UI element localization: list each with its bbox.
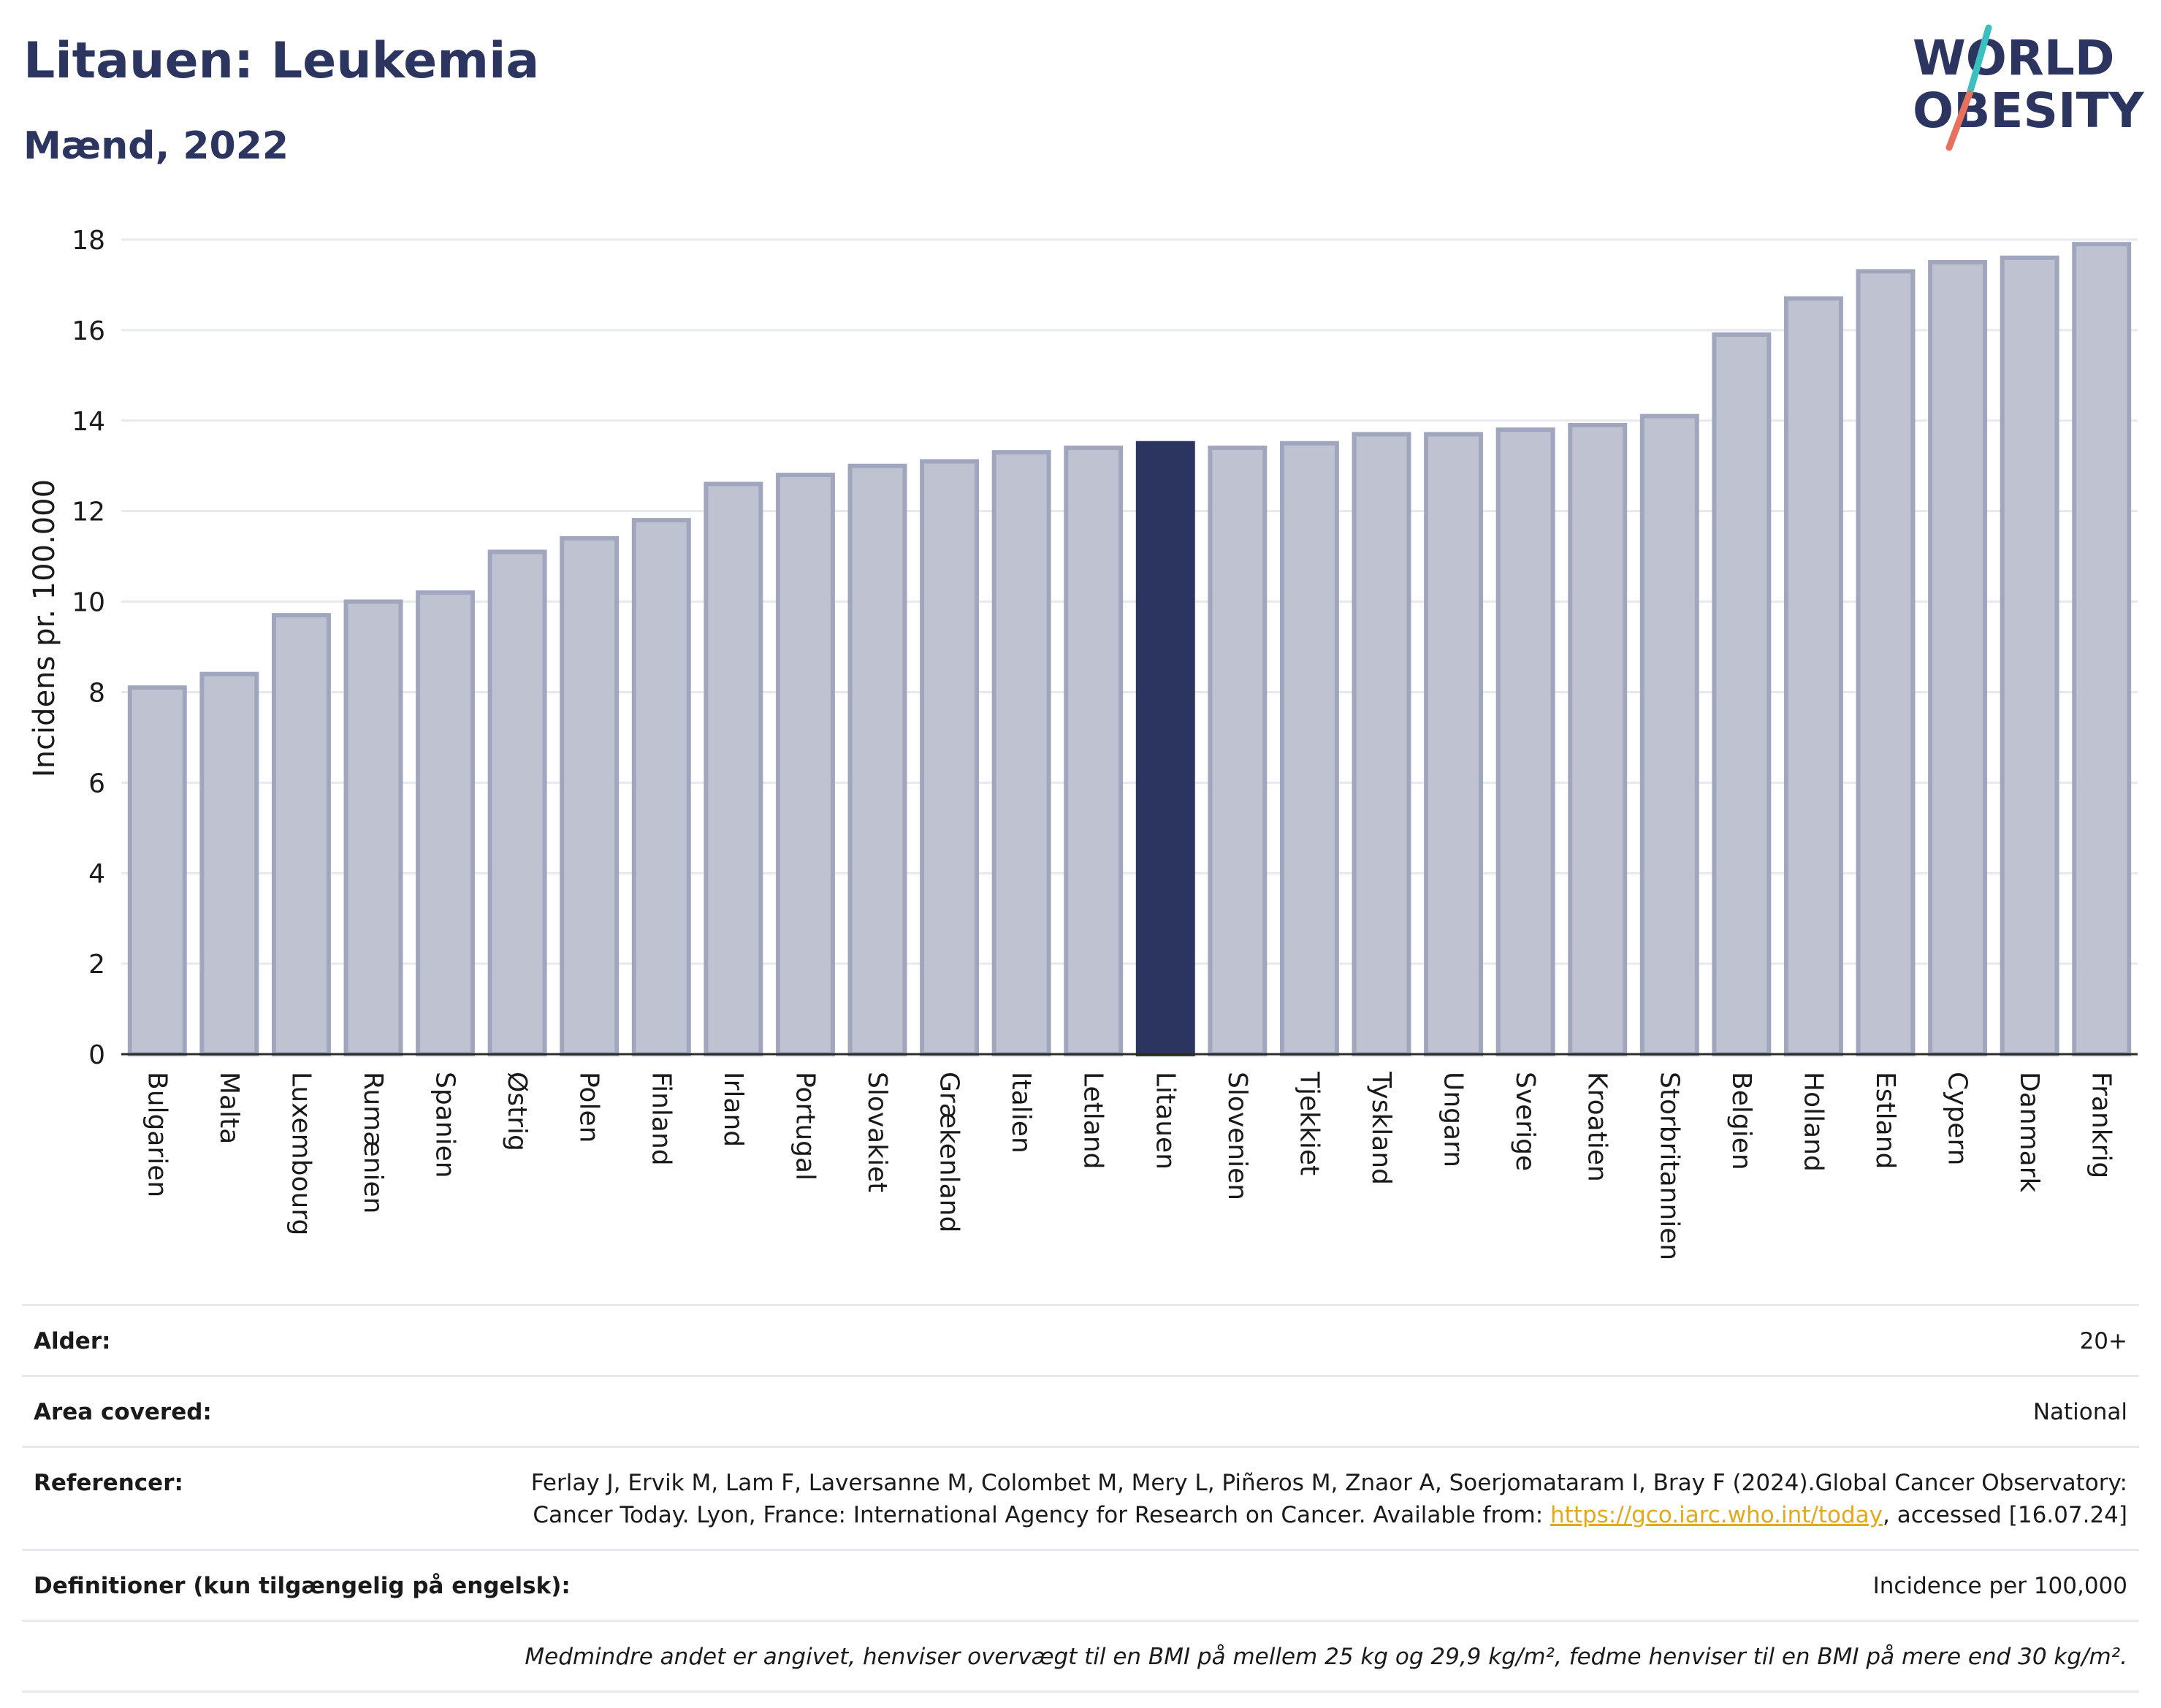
bar-tjekkiet[interactable] (1279, 441, 1339, 1056)
bar-irland[interactable] (704, 481, 763, 1056)
y-tick-label: 4 (88, 859, 105, 889)
footnote: Medmindre andet er angivet, henviser ove… (525, 1644, 2127, 1670)
bar-estland[interactable] (1856, 269, 1916, 1057)
info-row-definitions: Definitioner (kun tilgængelig på engelsk… (22, 1549, 2139, 1620)
x-tick-label: Tyskland (1366, 1071, 1396, 1185)
x-tick-label: Ungarn (1438, 1072, 1468, 1167)
bar-grækenland[interactable] (920, 459, 980, 1056)
x-tick-label: Spanien (430, 1072, 460, 1178)
x-tick-label: Bulgarien (142, 1072, 172, 1197)
age-value: 20+ (2079, 1328, 2127, 1354)
x-tick-label: Finland (646, 1072, 676, 1166)
x-tick-label: Luxembourg (286, 1072, 316, 1235)
age-label: Alder: (34, 1328, 111, 1354)
references-value: Ferlay J, Ervik M, Lam F, Laversanne M, … (520, 1467, 2139, 1531)
logo-slash-teal (1966, 24, 1992, 97)
chart-title: Litauen: Leukemia (23, 32, 540, 90)
x-tick-label: Cypern (1943, 1072, 1973, 1165)
x-tick-label: Grækenland (934, 1072, 964, 1232)
bar-italien[interactable] (991, 450, 1051, 1056)
bar-letland[interactable] (1064, 445, 1124, 1056)
x-tick-label: Portugal (790, 1072, 820, 1181)
x-tick-label: Frankrig (2086, 1072, 2116, 1178)
bar-danmark[interactable] (2000, 255, 2059, 1056)
x-tick-label: Irland (718, 1072, 748, 1147)
x-tick-label: Polen (574, 1072, 604, 1143)
bars (127, 242, 2132, 1057)
y-tick-label: 12 (72, 497, 105, 527)
x-tick-label: Estland (1870, 1072, 1900, 1169)
y-tick-label: 14 (72, 407, 105, 437)
logo-line1: WORLD (1913, 30, 2115, 86)
bar-spanien[interactable] (416, 590, 476, 1056)
bar-belgien[interactable] (1712, 332, 1772, 1057)
bar-slovakiet[interactable] (847, 463, 907, 1056)
bar-bulgarien[interactable] (127, 685, 187, 1056)
world-obesity-logo: WORLD OBESITY (1913, 24, 2145, 151)
bar-kroatien[interactable] (1568, 422, 1628, 1056)
bar-finland[interactable] (631, 518, 691, 1056)
bar-slovenien[interactable] (1208, 445, 1268, 1056)
y-axis-label: Incidens pr. 100.000 (28, 479, 61, 777)
x-tick-label: Litauen (1150, 1072, 1180, 1170)
y-tick-label: 8 (88, 678, 105, 708)
bar-luxembourg[interactable] (271, 613, 331, 1056)
area-label: Area covered: (34, 1399, 212, 1425)
chart-subtitle: Mænd, 2022 (23, 124, 289, 168)
bar-polen[interactable] (560, 535, 620, 1057)
bar-tyskland[interactable] (1352, 432, 1411, 1057)
y-tick-label: 0 (88, 1040, 105, 1070)
bar-rumænien[interactable] (343, 599, 403, 1056)
bar-chart: 0 2 4 6 8 10 12 14 16 18 Bulgarien Malta Luxembourg R… (28, 226, 2138, 1260)
x-tick-label: Slovakiet (862, 1072, 892, 1192)
definitions-value: Incidence per 100,000 (1872, 1573, 2127, 1599)
bar-malta[interactable] (199, 671, 259, 1056)
info-row-age: Alder: 20+ (22, 1304, 2139, 1375)
bar-portugal[interactable] (775, 473, 835, 1057)
x-tick-label: Malta (214, 1072, 244, 1144)
bar-frankrig[interactable] (2072, 242, 2132, 1056)
x-tick-label: Kroatien (1582, 1072, 1612, 1182)
bar-storbritannien[interactable] (1639, 413, 1699, 1057)
y-tick-label: 6 (88, 769, 105, 798)
x-tick-label: Østrig (502, 1072, 532, 1151)
y-tick-label: 2 (88, 950, 105, 980)
x-tick-label: Italien (1006, 1072, 1036, 1154)
x-tick-label: Storbritannien (1654, 1072, 1684, 1260)
y-tick-label: 18 (72, 226, 105, 256)
axes: 0 2 4 6 8 10 12 14 16 18 Bulgarien Malta Luxembourg R… (72, 226, 2138, 1260)
area-value: National (2032, 1399, 2127, 1425)
info-row-references: Referencer: Ferlay J, Ervik M, Lam F, La… (22, 1446, 2139, 1549)
info-table: Alder: 20+ Area covered: National Refere… (22, 1304, 2139, 1693)
x-tick-label: Tjekkiet (1294, 1071, 1324, 1175)
bar-cypern[interactable] (1928, 259, 1988, 1057)
info-row-note: Medmindre andet er angivet, henviser ove… (22, 1620, 2139, 1693)
references-label: Referencer: (34, 1470, 183, 1496)
x-tick-label: Rumænien (358, 1072, 388, 1213)
y-tick-label: 10 (72, 588, 105, 618)
logo-line2: OBESITY (1913, 83, 2145, 139)
references-text: Ferlay J, Ervik M, Lam F, Laversanne M, … (530, 1470, 2127, 1528)
x-tick-label: Letland (1078, 1072, 1108, 1169)
x-tick-label: Holland (1798, 1072, 1828, 1172)
bar-ungarn[interactable] (1424, 432, 1484, 1057)
references-suffix: , accessed [16.07.24] (1882, 1502, 2127, 1528)
y-tick-label: 16 (72, 316, 105, 346)
definitions-label: Definitioner (kun tilgængelig på engelsk… (34, 1573, 571, 1599)
x-tick-label: Belgien (1726, 1072, 1756, 1170)
info-row-area: Area covered: National (22, 1375, 2139, 1446)
logo-slash-red (1945, 90, 1973, 151)
references-link[interactable]: https://gco.iarc.who.int/today (1550, 1502, 1883, 1528)
bar-holland[interactable] (1783, 296, 1843, 1056)
bar-litauen[interactable] (1135, 441, 1195, 1056)
bar-sverige[interactable] (1495, 427, 1555, 1056)
bar-østrig[interactable] (487, 549, 547, 1056)
x-tick-label: Sverige (1510, 1072, 1540, 1171)
x-tick-label: Slovenien (1222, 1072, 1252, 1200)
x-tick-label: Danmark (2014, 1072, 2044, 1193)
